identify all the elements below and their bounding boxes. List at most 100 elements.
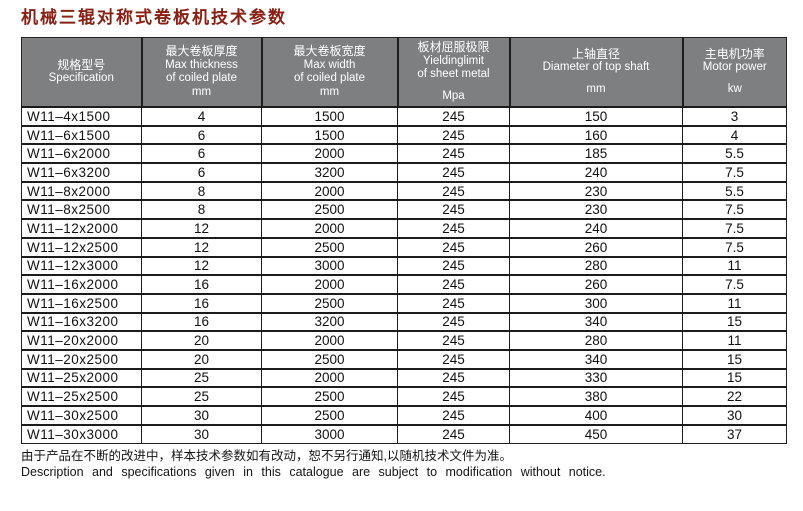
table-row: W11–30x3000 30 3000 245 450 37 [21, 424, 787, 444]
col-header-top-shaft-diameter-zh: 上轴直径 [571, 46, 620, 61]
motor-power-cell: 11 [682, 256, 787, 277]
yield-limit-cell: 245 [397, 200, 510, 221]
col-header-top-shaft-diameter-unit: mm [586, 82, 606, 95]
motor-power-cell: 7.5 [682, 219, 787, 239]
spec-cell: W11–6x3200 [21, 163, 142, 183]
col-header-max-width-en1: Max width [303, 58, 356, 71]
col-header-max-thickness-unit: mm [191, 85, 212, 98]
table-row: W11–12x3000 12 3000 245 280 11 [21, 256, 787, 277]
top-shaft-diameter-cell: 280 [509, 331, 683, 351]
spec-cell: W11–4x1500 [21, 107, 142, 127]
spec-cell: W11–16x3200 [21, 312, 142, 333]
top-shaft-diameter-cell: 150 [509, 107, 683, 127]
max-width-cell: 3000 [261, 424, 398, 444]
top-shaft-diameter-cell: 330 [509, 368, 683, 389]
motor-power-cell: 7.5 [682, 200, 787, 221]
table-row: W11–30x2500 30 2500 245 400 30 [21, 406, 787, 426]
max-thickness-cell: 12 [141, 256, 262, 277]
table-row: W11–20x2500 20 2500 245 340 15 [21, 349, 787, 370]
header-row: 规格型号 Specification 最大卷板厚度 Max thickness … [21, 37, 787, 108]
col-header-top-shaft-diameter: 上轴直径 Diameter of top shaft mm [509, 37, 684, 108]
motor-power-cell: 11 [682, 331, 787, 351]
top-shaft-diameter-cell: 185 [509, 144, 683, 165]
max-width-cell: 2000 [261, 219, 398, 239]
col-header-max-thickness: 最大卷板厚度 Max thickness of coiled plate mm [141, 37, 263, 108]
spec-table-header: 规格型号 Specification 最大卷板厚度 Max thickness … [21, 37, 787, 108]
top-shaft-diameter-cell: 400 [509, 406, 683, 426]
col-header-motor-power-en: Motor power [702, 61, 767, 74]
max-thickness-cell: 16 [141, 293, 262, 314]
page-title: 机械三辊对称式卷板机技术参数 [21, 8, 287, 27]
motor-power-cell: 5.5 [682, 144, 787, 165]
col-header-max-thickness-en1: Max thickness [165, 58, 238, 71]
yield-limit-cell: 245 [397, 331, 510, 351]
max-thickness-cell: 30 [141, 406, 262, 426]
spec-cell: W11–30x2500 [21, 406, 142, 426]
max-thickness-cell: 8 [141, 181, 262, 202]
col-header-yield-limit-zh: 板材屈服极限 [417, 40, 490, 54]
col-header-max-thickness-en2: of coiled plate [166, 72, 237, 84]
top-shaft-diameter-cell: 380 [509, 387, 683, 407]
motor-power-cell: 15 [682, 312, 787, 333]
table-row: W11–16x2000 16 2000 245 260 7.5 [21, 275, 787, 295]
yield-limit-cell: 245 [397, 256, 510, 277]
yield-limit-cell: 245 [397, 237, 510, 258]
col-header-max-width-zh: 最大卷板宽度 [293, 44, 366, 58]
top-shaft-diameter-cell: 280 [509, 256, 683, 277]
max-thickness-cell: 8 [141, 200, 262, 221]
table-row: W11–25x2000 25 2000 245 330 15 [21, 368, 787, 389]
top-shaft-diameter-cell: 300 [509, 293, 683, 314]
col-header-specification-en: Specification [48, 72, 114, 84]
col-header-yield-limit-unit: Mpa [442, 89, 465, 102]
table-row: W11–8x2500 8 2500 245 230 7.5 [21, 200, 787, 221]
table-row: W11–16x2500 16 2500 245 300 11 [21, 293, 787, 314]
yield-limit-cell: 245 [397, 387, 510, 407]
max-width-cell: 1500 [261, 125, 398, 146]
yield-limit-cell: 245 [397, 107, 510, 127]
motor-power-cell: 7.5 [682, 237, 787, 258]
yield-limit-cell: 245 [397, 163, 510, 183]
max-thickness-cell: 6 [141, 163, 262, 183]
top-shaft-diameter-cell: 340 [509, 349, 683, 370]
max-width-cell: 2500 [261, 387, 398, 407]
top-shaft-diameter-cell: 450 [509, 424, 683, 444]
table-row: W11–6x3200 6 3200 245 240 7.5 [21, 163, 787, 183]
max-width-cell: 2500 [261, 237, 398, 258]
disclaimer-en: Description and specifications given in … [21, 464, 606, 479]
motor-power-cell: 7.5 [682, 275, 787, 295]
top-shaft-diameter-cell: 260 [509, 237, 683, 258]
yield-limit-cell: 245 [397, 219, 510, 239]
motor-power-cell: 3 [682, 107, 787, 127]
max-width-cell: 3000 [261, 256, 398, 277]
spec-cell: W11–16x2000 [21, 275, 142, 295]
col-header-max-thickness-zh: 最大卷板厚度 [165, 44, 238, 58]
max-thickness-cell: 30 [141, 424, 262, 444]
col-header-motor-power: 主电机功率 Motor power kw [682, 37, 787, 108]
max-width-cell: 2500 [261, 349, 398, 370]
col-header-max-width: 最大卷板宽度 Max width of coiled plate mm [261, 37, 399, 108]
spec-cell: W11–20x2000 [21, 331, 142, 351]
motor-power-cell: 4 [682, 125, 787, 146]
max-thickness-cell: 20 [141, 331, 262, 351]
col-header-motor-power-unit: kw [727, 82, 742, 95]
max-width-cell: 2000 [261, 181, 398, 202]
col-header-max-width-unit: mm [319, 85, 340, 98]
disclaimer-zh: 由于产品在不断的改进中，样本技术参数如有改动，恕不另行通知,以随机技术文件为准。 [21, 448, 512, 463]
motor-power-cell: 15 [682, 349, 787, 370]
max-width-cell: 2500 [261, 200, 398, 221]
table-row: W11–16x3200 16 3200 245 340 15 [21, 312, 787, 333]
max-thickness-cell: 12 [141, 237, 262, 258]
motor-power-cell: 11 [682, 293, 787, 314]
max-width-cell: 2000 [261, 331, 398, 351]
max-thickness-cell: 25 [141, 387, 262, 407]
yield-limit-cell: 245 [397, 312, 510, 333]
spec-cell: W11–12x2500 [21, 237, 142, 258]
table-row: W11–12x2000 12 2000 245 240 7.5 [21, 219, 787, 239]
max-thickness-cell: 6 [141, 144, 262, 165]
top-shaft-diameter-cell: 230 [509, 200, 683, 221]
max-thickness-cell: 4 [141, 107, 262, 127]
top-shaft-diameter-cell: 240 [509, 219, 683, 239]
top-shaft-diameter-cell: 340 [509, 312, 683, 333]
yield-limit-cell: 245 [397, 368, 510, 389]
table-row: W11–8x2000 8 2000 245 230 5.5 [21, 181, 787, 202]
